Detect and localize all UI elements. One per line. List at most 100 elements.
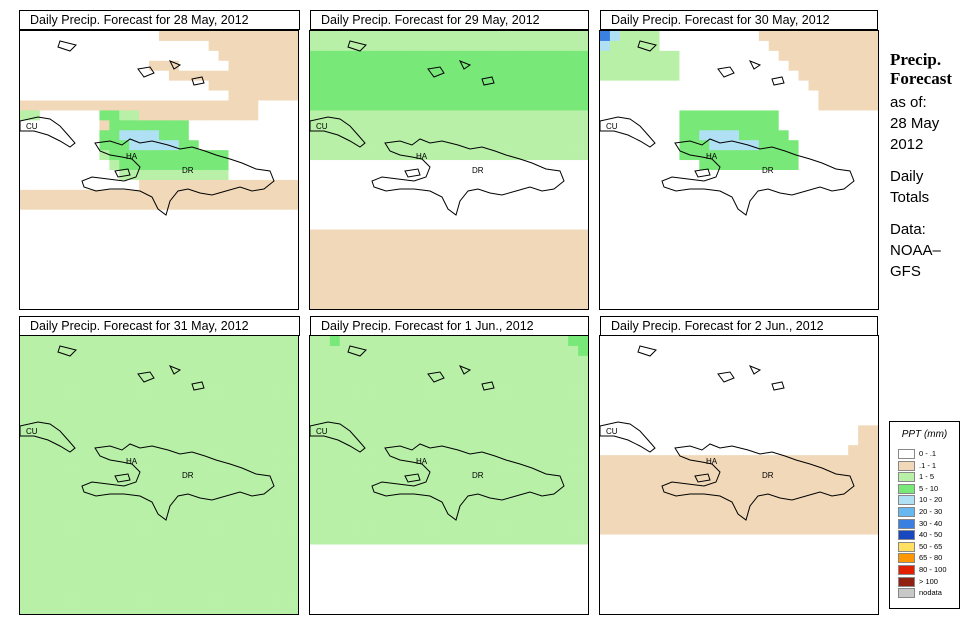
grid-cell xyxy=(329,435,341,446)
grid-cell xyxy=(119,574,130,585)
grid-cell xyxy=(848,405,859,416)
grid-cell xyxy=(69,60,80,72)
grid-cell xyxy=(568,31,579,42)
grid-cell xyxy=(639,239,650,250)
grid-cell xyxy=(439,524,450,535)
grid-cell xyxy=(119,120,130,131)
grid-cell xyxy=(838,279,849,290)
grid-cell xyxy=(168,584,180,595)
grid-cell xyxy=(119,375,130,386)
grid-cell xyxy=(198,594,209,605)
grid-cell xyxy=(748,100,760,111)
grid-cell xyxy=(818,385,829,396)
grid-cell xyxy=(679,209,690,220)
grid-cell xyxy=(528,140,539,151)
grid-cell xyxy=(119,160,130,171)
grid-cell xyxy=(609,199,621,211)
grid-cell xyxy=(208,594,219,605)
grid-cell xyxy=(419,70,430,81)
grid-cell xyxy=(109,425,120,436)
grid-cell xyxy=(739,455,750,466)
grid-cell xyxy=(278,259,289,270)
grid-cell xyxy=(669,160,680,171)
grid-cell xyxy=(868,160,878,171)
grid-cell xyxy=(310,395,321,406)
country-label: HA xyxy=(416,457,428,466)
grid-cell xyxy=(39,50,51,62)
grid-cell xyxy=(268,534,279,545)
grid-cell xyxy=(538,475,549,486)
grid-cell xyxy=(218,415,229,426)
grid-cell xyxy=(468,100,480,111)
grid-cell xyxy=(689,435,700,446)
grid-cell xyxy=(159,455,170,466)
grid-cell xyxy=(518,484,529,496)
grid-cell xyxy=(488,100,499,111)
grid-cell xyxy=(468,170,480,181)
grid-cell xyxy=(558,179,569,191)
grid-cell xyxy=(339,514,351,525)
grid-cell xyxy=(808,504,819,516)
grid-cell xyxy=(838,219,849,230)
grid-cell xyxy=(399,385,410,396)
grid-cell xyxy=(528,189,539,201)
grid-cell xyxy=(600,345,611,357)
grid-cell xyxy=(339,289,351,300)
grid-cell xyxy=(629,130,641,141)
grid-cell xyxy=(798,80,809,91)
grid-cell xyxy=(329,345,341,357)
grid-cell xyxy=(468,554,480,565)
grid-cell xyxy=(139,170,150,181)
grid-cell xyxy=(198,249,209,260)
grid-cell xyxy=(399,554,410,565)
grid-cell xyxy=(818,199,829,211)
grid-cell xyxy=(729,229,740,240)
grid-cell xyxy=(429,494,440,506)
grid-cell xyxy=(639,249,650,260)
grid-cell xyxy=(248,170,259,181)
legend-swatch xyxy=(898,507,915,517)
grid-cell xyxy=(468,140,480,151)
grid-cell xyxy=(389,199,400,211)
grid-cell xyxy=(739,494,750,506)
grid-cell xyxy=(568,239,579,250)
grid-cell xyxy=(808,31,819,42)
grid-cell xyxy=(699,70,710,81)
grid-cell xyxy=(319,345,331,357)
grid-cell xyxy=(818,90,829,101)
grid-cell xyxy=(818,299,829,309)
grid-cell xyxy=(600,594,611,605)
grid-cell xyxy=(369,435,380,446)
grid-cell xyxy=(538,465,549,476)
grid-cell xyxy=(79,395,90,406)
grid-cell xyxy=(858,524,869,535)
grid-cell xyxy=(159,524,170,535)
grid-cell xyxy=(609,269,621,280)
grid-cell xyxy=(768,50,780,62)
grid-cell xyxy=(758,170,770,181)
grid-cell xyxy=(508,199,519,211)
grid-cell xyxy=(268,435,279,446)
grid-cell xyxy=(379,544,390,555)
grid-cell xyxy=(739,160,750,171)
grid-cell xyxy=(278,484,289,496)
grid-cell xyxy=(619,355,631,367)
grid-cell xyxy=(449,120,460,131)
grid-cell xyxy=(349,279,360,290)
grid-cell xyxy=(149,249,160,260)
grid-cell xyxy=(768,289,780,300)
grid-cell xyxy=(238,425,249,436)
grid-cell xyxy=(149,405,160,416)
grid-cell xyxy=(508,209,519,220)
grid-cell xyxy=(208,405,219,416)
grid-cell xyxy=(709,80,720,91)
grid-cell xyxy=(758,269,770,280)
grid-cell xyxy=(429,239,440,250)
grid-cell xyxy=(258,140,269,151)
grid-cell xyxy=(659,209,670,220)
grid-cell xyxy=(329,299,341,309)
grid-cell xyxy=(449,425,460,436)
grid-cell xyxy=(439,554,450,565)
grid-cell xyxy=(518,50,529,62)
grid-cell xyxy=(419,239,430,250)
